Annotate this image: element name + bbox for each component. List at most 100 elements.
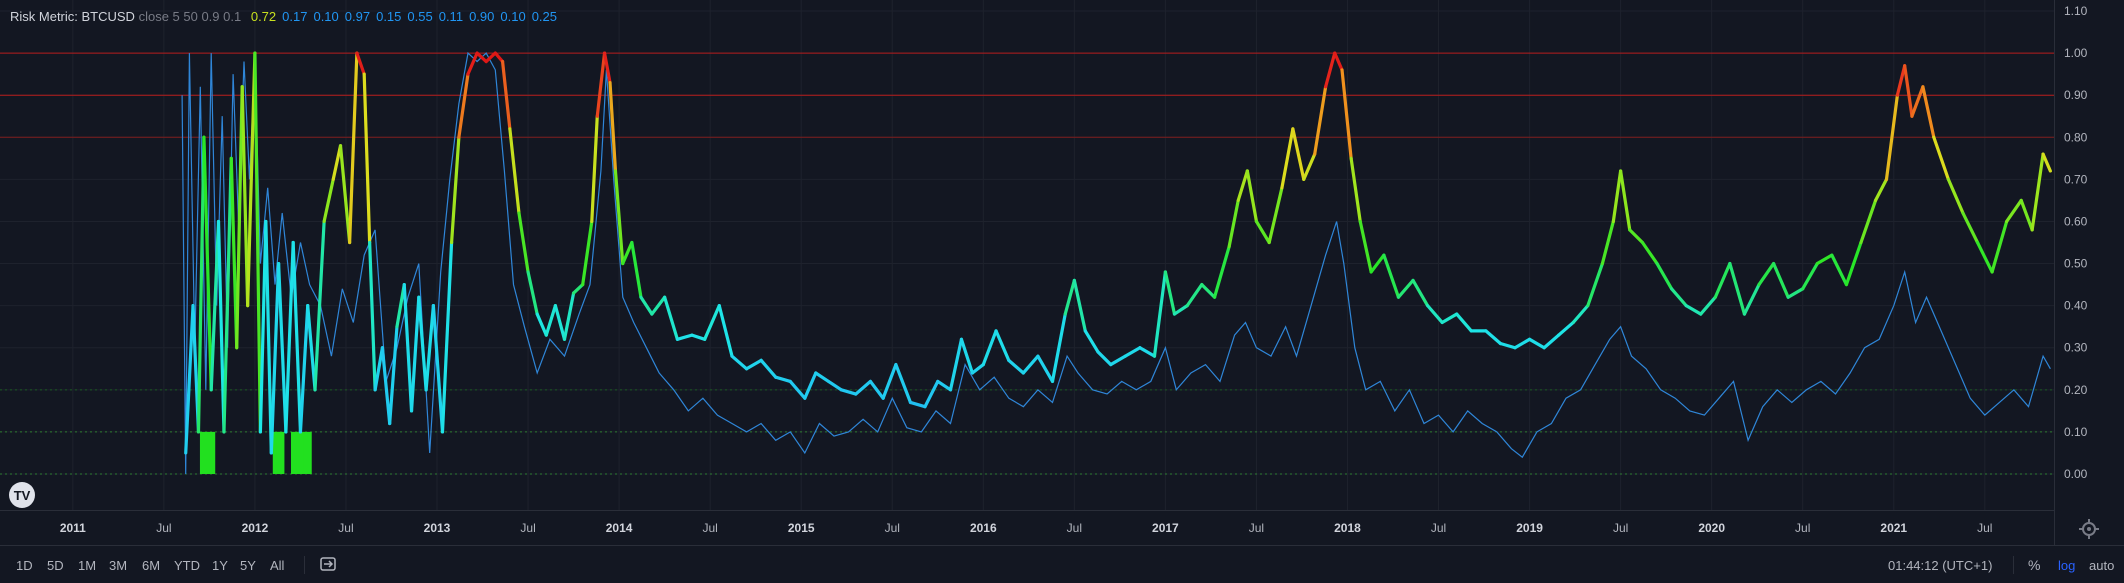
series-segment: [1513, 337, 1532, 350]
log-toggle[interactable]: log: [2058, 558, 2076, 573]
series-segment: [1172, 304, 1189, 316]
legend-value: 0.11: [438, 9, 464, 24]
series-segment: [1411, 278, 1430, 308]
series-segment: [854, 379, 873, 396]
x-tick-label: Jul: [885, 521, 900, 535]
timeframe-ytd[interactable]: YTD: [174, 558, 200, 573]
series-segment: [1619, 169, 1632, 232]
series-segment: [409, 295, 421, 413]
series-segment: [1801, 261, 1819, 291]
percent-toggle[interactable]: %: [2028, 557, 2041, 573]
series-line-thin: [181, 51, 2051, 475]
series-segment: [744, 358, 763, 371]
date-range-icon[interactable]: [318, 554, 338, 574]
timeframe-1y[interactable]: 1Y: [212, 558, 228, 573]
gear-icon[interactable]: [2077, 517, 2101, 541]
series-segment: [291, 240, 303, 434]
timeframe-1d[interactable]: 1D: [16, 558, 33, 573]
series-segment: [1313, 85, 1328, 156]
series-segment: [1396, 278, 1415, 299]
series-segment: [1109, 354, 1127, 367]
series-segment: [936, 379, 953, 392]
series-segment: [500, 59, 512, 131]
series-segment: [269, 261, 281, 455]
series-segment: [1163, 270, 1177, 316]
series-segment: [424, 304, 435, 392]
series-segment: [466, 51, 479, 76]
chart-canvas[interactable]: 0.00 0.10 0.20 0.30 0.40 0.50 0.60 0.70 0.80 0.90…: [0, 0, 2124, 545]
tradingview-logo[interactable]: TV: [8, 481, 44, 509]
legend-value: 0.72: [250, 9, 277, 24]
series-segment: [216, 219, 226, 434]
series-segment: [1245, 169, 1259, 224]
x-tick-label: Jul: [1613, 521, 1628, 535]
series-segment: [1600, 219, 1615, 266]
timeframe-3m[interactable]: 3M: [109, 558, 128, 573]
series-segment: [908, 400, 927, 409]
series-segment: [608, 80, 618, 173]
timeframe-all[interactable]: All: [270, 558, 285, 573]
series-segment: [306, 304, 317, 392]
series-segment: [1333, 51, 1344, 72]
series-segment: [1138, 346, 1157, 358]
series-segment: [1895, 64, 1907, 97]
y-tick-label: 0.90: [2064, 88, 2088, 102]
series-segment: [1670, 287, 1688, 308]
series-segment: [602, 51, 612, 85]
series-segment: [1859, 198, 1878, 245]
series-segment: [803, 371, 818, 400]
series-segment: [675, 333, 694, 341]
series-segment: [1096, 350, 1113, 367]
series-segment: [402, 282, 414, 413]
series-segment: [1324, 51, 1337, 89]
series-segment: [1236, 169, 1249, 203]
series-segment: [730, 354, 749, 371]
series-segment: [2030, 152, 2045, 232]
timeframe-5d[interactable]: 5D: [47, 558, 64, 573]
series-segment: [923, 379, 940, 409]
series-segment: [535, 312, 548, 337]
timeframe-1m[interactable]: 1M: [78, 558, 97, 573]
y-tick-label: 1.00: [2064, 46, 2088, 60]
series-segment: [1083, 329, 1100, 354]
series-segment: [590, 114, 599, 224]
series-segment: [493, 51, 505, 64]
series-segment: [1227, 198, 1240, 249]
series-segment: [1684, 304, 1703, 316]
series-segment: [1498, 341, 1517, 350]
series-segment: [1757, 261, 1776, 287]
series-segment: [1036, 354, 1055, 384]
timeframe-5y[interactable]: 5Y: [240, 558, 256, 573]
series-segment: [368, 240, 377, 392]
series-segment: [630, 240, 643, 299]
timeframe-6m[interactable]: 6M: [142, 558, 161, 573]
series-segment: [1212, 245, 1231, 299]
clock[interactable]: 01:44:12 (UTC+1): [1888, 558, 1993, 573]
series-segment: [759, 358, 778, 379]
series-segment: [894, 362, 913, 405]
series-segment: [338, 144, 352, 245]
indicator-legend[interactable]: Risk Metric: BTCUSD close 5 50 0.9 0.1 0…: [10, 9, 557, 24]
series-segment: [298, 304, 310, 434]
series-segment: [639, 295, 654, 316]
series-segment: [1571, 304, 1590, 325]
x-tick-label: 2017: [1152, 521, 1179, 535]
series-segment: [209, 219, 221, 392]
series-segment: [526, 270, 539, 316]
y-tick-label: 1.10: [2064, 4, 2088, 18]
series-segment: [1975, 240, 1994, 274]
series-segment: [1728, 261, 1747, 316]
x-tick-label: Jul: [338, 521, 353, 535]
series-segment: [553, 304, 567, 341]
series-segment: [331, 144, 343, 181]
series-segment: [663, 295, 679, 341]
series-segment: [1440, 312, 1459, 325]
x-tick-label: Jul: [1067, 521, 1082, 535]
series-segment: [1961, 211, 1980, 245]
legend-values: 0.72 0.17 0.10 0.97 0.15 0.55 0.11 0.90 0.10 0.25: [245, 9, 557, 24]
series-segment: [1557, 320, 1575, 337]
series-segment: [1369, 253, 1386, 274]
series-segment: [2005, 198, 2023, 224]
auto-toggle[interactable]: auto: [2089, 558, 2115, 573]
series-segment: [1640, 240, 1659, 266]
